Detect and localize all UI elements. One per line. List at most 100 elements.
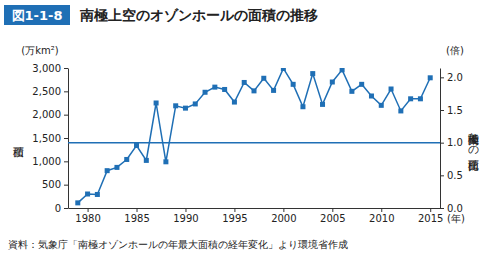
marker [359, 82, 364, 87]
marker [369, 94, 374, 99]
chart: 図1-1-8 南極上空のオゾンホールの面積の推移 1980 1985 1990 1995 2… [0, 0, 481, 260]
tick-label: 3,000 [32, 63, 61, 74]
marker [212, 85, 217, 90]
tick: 2010 [369, 208, 394, 224]
marker [428, 75, 433, 80]
tick-label: 1,500 [32, 133, 61, 144]
tick-label: 2000 [271, 213, 296, 224]
figure-number: 図1-1-8 [12, 8, 63, 23]
tick-mark [430, 208, 431, 212]
y-unit: (万km²) [21, 45, 58, 56]
tick-mark [88, 208, 89, 212]
marker [291, 82, 296, 87]
x-axis: 1980 1985 1990 1995 2000 2005 2010 2015 [69, 208, 444, 224]
tick-mark [332, 208, 333, 212]
source: 資料：気象庁「南極オゾンホールの年最大面積の経年変化」より環境省作成 [8, 239, 348, 250]
marker [173, 103, 178, 108]
marker [320, 102, 325, 107]
marker [95, 192, 100, 197]
marker [193, 101, 198, 106]
tick-mark [440, 110, 444, 111]
tick: 2.0 [440, 72, 463, 83]
tick-label: 2,000 [32, 109, 61, 120]
marker [232, 100, 237, 105]
tick-mark [64, 115, 68, 116]
tick: 2,000 [32, 109, 68, 120]
tick-label: 1980 [75, 213, 100, 224]
plot-area [68, 68, 440, 205]
marker [310, 71, 315, 76]
marker [105, 168, 110, 173]
marker [183, 106, 188, 111]
tick-mark [64, 138, 68, 139]
marker [300, 104, 305, 109]
tick-label: 1,000 [32, 156, 61, 167]
tick-label: 2.0 [447, 72, 463, 83]
tick: 2005 [320, 208, 345, 224]
marker [398, 108, 403, 113]
tick-label: 2,500 [32, 86, 61, 97]
y2-unit: (倍) [446, 45, 464, 56]
tick-label: 1.5 [447, 105, 463, 116]
tick-mark [64, 208, 68, 209]
tick: 1990 [173, 208, 198, 224]
tick: 0 [55, 203, 68, 214]
tick: 1.0 [440, 137, 463, 148]
data-line [78, 68, 430, 202]
tick-mark [440, 77, 444, 78]
marker [252, 88, 257, 93]
marker [340, 68, 345, 72]
tick-mark [64, 91, 68, 92]
tick-mark [185, 208, 186, 212]
tick-mark [440, 175, 444, 176]
tick-label: 2005 [320, 213, 345, 224]
y-axis-title: 面積 [14, 147, 25, 158]
tick-label: 0.5 [447, 170, 463, 181]
title: 南極上空のオゾンホールの面積の推移 [79, 7, 318, 23]
tick-mark [440, 208, 444, 209]
tick: 2,500 [32, 86, 68, 97]
tick: 1.5 [440, 105, 463, 116]
tick: 1,000 [32, 156, 68, 167]
marker [408, 96, 413, 101]
marker [75, 200, 80, 205]
marker [144, 158, 149, 163]
title-badge [4, 5, 70, 25]
y2-axis-title: 南極大陸との面積比 [467, 125, 480, 172]
tick-mark [440, 143, 444, 144]
y2-axis: 0.00.51.01.52.0 [440, 69, 463, 214]
tick-label: 1985 [124, 213, 149, 224]
marker [389, 87, 394, 92]
tick: 0.5 [440, 170, 463, 181]
tick: 2015 [418, 208, 443, 224]
marker [261, 76, 266, 81]
tick: 3,000 [32, 63, 68, 74]
reference-line [68, 142, 440, 144]
marker [330, 80, 335, 85]
tick-label: 2010 [369, 213, 394, 224]
tick-mark [64, 161, 68, 162]
tick-mark [64, 185, 68, 186]
tick-mark [137, 208, 138, 212]
tick: 1,500 [32, 133, 68, 144]
tick-label: 2015 [418, 213, 443, 224]
tick: 1980 [75, 208, 100, 224]
marker [124, 157, 129, 162]
tick-mark [381, 208, 382, 212]
tick-mark [234, 208, 235, 212]
tick-mark [64, 68, 68, 69]
marker [418, 96, 423, 101]
tick: 1985 [124, 208, 149, 224]
tick-label: 1990 [173, 213, 198, 224]
x-unit: (年) [447, 213, 465, 224]
marker [242, 80, 247, 85]
tick-label: 1995 [222, 213, 247, 224]
marker [85, 192, 90, 197]
marker [222, 87, 227, 92]
marker [114, 165, 119, 170]
tick-label: 500 [42, 179, 61, 190]
tick-label: 0 [55, 203, 61, 214]
y-axis: 0 500 1,000 1,500 2,000 2,500 3,000 [32, 63, 68, 214]
marker [349, 89, 354, 94]
marker [134, 143, 139, 148]
